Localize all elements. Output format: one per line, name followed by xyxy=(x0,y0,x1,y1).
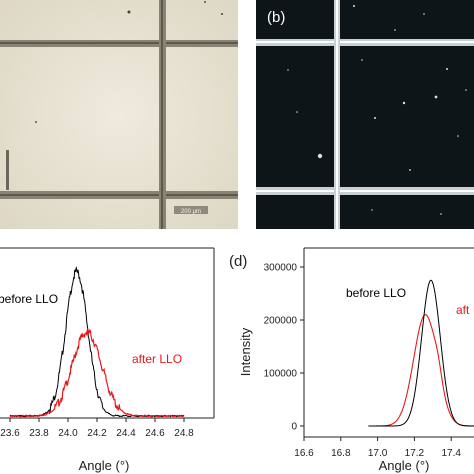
x-tick-label-d: 16.8 xyxy=(331,448,351,459)
x-tick-label-c: 24.8 xyxy=(174,428,194,439)
x-tick-label-d: 17.0 xyxy=(368,448,388,459)
panel-label-b: (b) xyxy=(267,9,285,26)
x-axis-label-d: Angle (°) xyxy=(379,458,430,473)
x-axis-label-c: Angle (°) xyxy=(79,458,130,473)
annotation-after-llo-c: after LLO xyxy=(132,352,182,366)
series-line-before-llo-d xyxy=(368,279,474,427)
scale-bar xyxy=(174,206,208,214)
y-axis-label-d: Intensity xyxy=(238,327,253,376)
annotation-after-llo-d: aft xyxy=(456,303,470,317)
series-line-before-llo-c xyxy=(9,266,185,418)
y-tick-label-d: 100000 xyxy=(264,369,298,380)
panel-label-d: (d) xyxy=(229,253,247,270)
annotation-before-llo-d: before LLO xyxy=(346,286,406,300)
series-line-after-llo-d xyxy=(368,314,474,427)
annotation-before-llo-c: before LLO xyxy=(0,292,58,306)
y-tick-label-d: 300000 xyxy=(264,263,298,274)
x-tick-label-c: 24.4 xyxy=(116,428,136,439)
x-tick-label-d: 17.2 xyxy=(405,448,425,459)
y-tick-label-d: 0 xyxy=(291,422,297,433)
chart-c: 23.6 23.8 24.0 24.2 24.4 24.6 24.8 before LLO … xyxy=(0,247,215,473)
x-tick-label-c: 24.0 xyxy=(58,428,78,439)
series-line-after-llo-c xyxy=(9,328,185,418)
x-tick-label-c: 23.6 xyxy=(0,428,20,439)
y-tick-label-d: 200000 xyxy=(264,316,298,327)
x-tick-label-d: 17.4 xyxy=(441,448,461,459)
micrograph-a: 200 μm xyxy=(0,0,238,229)
chart-d: 16.6 16.8 17.0 17.2 17.40100000200000300000 … xyxy=(229,247,474,473)
x-tick-label-c: 24.6 xyxy=(145,428,165,439)
scale-bar-label: 200 μm xyxy=(181,209,201,215)
x-tick-label-c: 23.8 xyxy=(29,428,49,439)
micrograph-b: (b) xyxy=(256,0,474,229)
x-tick-label-d: 16.6 xyxy=(294,448,314,459)
x-tick-label-c: 24.2 xyxy=(87,428,107,439)
